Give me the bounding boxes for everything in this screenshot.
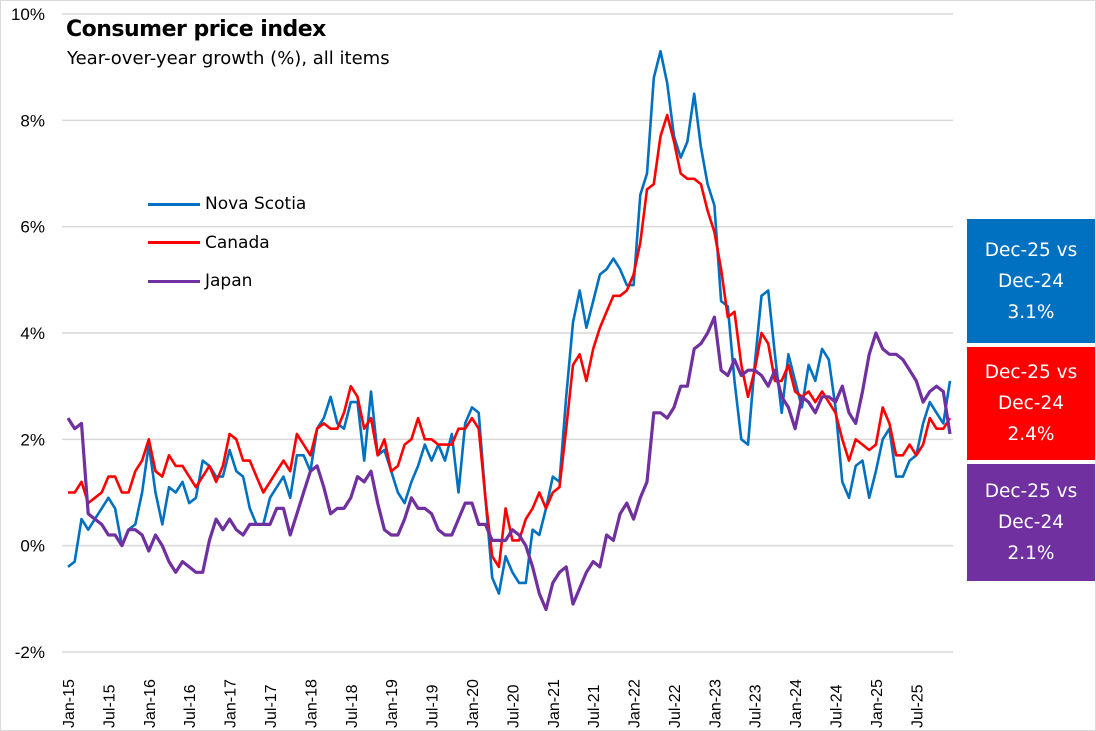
x-tick-label: Jul-18 [344,684,361,728]
series-lines [66,49,952,612]
callout-line2: Dec-24 [997,512,1064,533]
callout-value: 2.1% [1007,543,1055,564]
x-tick-label: Jul-20 [505,684,522,728]
series-line-canada [68,113,952,569]
callout-value: 2.4% [1007,424,1055,445]
x-tick-label: Jul-19 [425,684,442,728]
x-tick-label: Jan-17 [223,679,240,728]
callout-canada: Dec-25 vs Dec-24 2.4% [967,347,1095,460]
x-tick-label: Jul-25 [909,684,926,728]
x-tick-label: Jul-21 [586,684,603,728]
callout-line2: Dec-24 [997,270,1064,292]
legend-label: Canada [205,232,270,253]
x-tick-label: Jan-15 [61,679,78,728]
x-tick-label: Jul-23 [748,684,765,728]
y-tick-label: 4% [20,324,45,343]
y-tick-label: 10% [11,5,45,24]
x-tick-label: Jan-18 [303,679,320,728]
series-line-japan [66,315,952,612]
x-tick-label: Jan-21 [546,679,563,728]
y-tick-label: 0% [20,537,45,556]
callout-line1: Dec-25 vs [984,362,1078,383]
legend-swatch-nova-scotia [148,202,200,206]
legend-item-japan: Japan [148,262,306,301]
x-axis-ticks: Jan-15 Jul-15 Jan-16 Jul-16 Jan-17 Jul-17 Jan-… [61,679,926,728]
chart-subtitle: Year-over-year growth (%), all items [67,48,390,69]
legend-label: Nova Scotia [205,194,307,215]
callout-value: 3.1% [1007,301,1055,323]
x-tick-label: Jul-22 [667,684,684,728]
callout-line1: Dec-25 vs [984,239,1078,261]
x-tick-label: Jul-16 [182,684,199,728]
legend: Nova Scotia Canada Japan [148,185,306,301]
callout-japan: Dec-25 vs Dec-24 2.1% [967,464,1095,581]
x-tick-label: Jul-24 [829,684,846,728]
y-axis-ticks: -2% 0% 2% 4% 6% 8% 10% [11,5,45,662]
legend-swatch-japan [148,279,200,283]
callout-line2: Dec-24 [997,393,1064,414]
y-tick-label: 8% [20,111,45,130]
chart-title: Consumer price index [66,17,326,42]
legend-swatch-canada [148,241,200,245]
y-tick-label: 2% [20,430,45,449]
x-tick-label: Jul-15 [101,684,118,728]
series-line-nova-scotia [67,49,952,595]
y-tick-label: -2% [15,643,45,662]
legend-item-nova-scotia: Nova Scotia [148,185,306,224]
x-tick-label: Jan-23 [707,679,724,728]
legend-label: Japan [205,271,253,292]
callout-line1: Dec-25 vs [984,481,1078,502]
x-tick-label: Jan-22 [627,679,644,728]
x-tick-label: Jan-20 [465,679,482,728]
x-tick-label: Jul-17 [263,684,280,728]
callout-nova-scotia: Dec-25 vs Dec-24 3.1% [967,219,1095,343]
y-tick-label: 6% [20,218,45,237]
x-tick-label: Jan-19 [384,679,401,728]
x-tick-label: Jan-16 [142,679,159,728]
legend-item-canada: Canada [148,224,306,263]
gridlines [62,13,953,653]
x-tick-label: Jan-24 [788,679,805,728]
x-tick-label: Jan-25 [869,679,886,728]
